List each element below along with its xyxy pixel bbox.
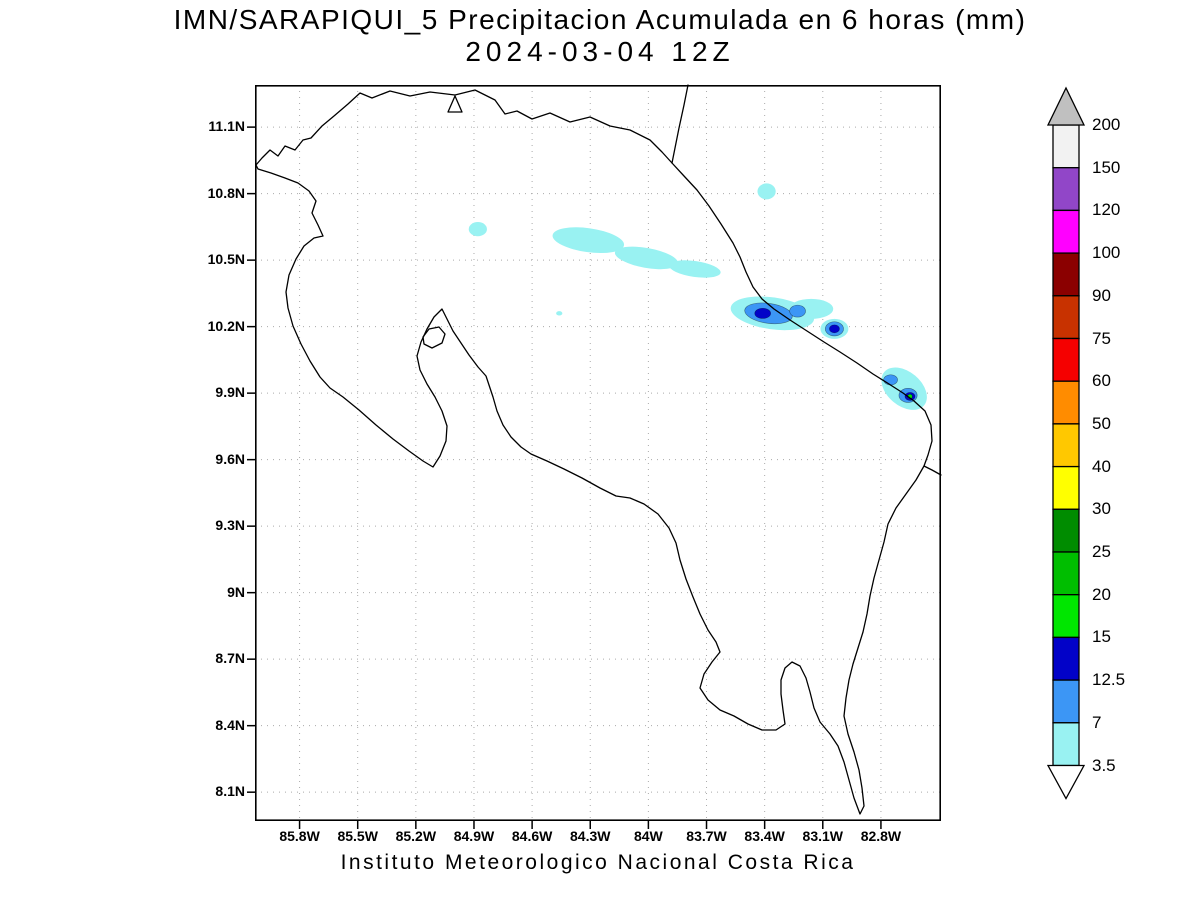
plot-subtitle: 2024-03-04 12Z bbox=[465, 36, 735, 67]
precip-area-7mm bbox=[789, 304, 806, 318]
precip-area-12.5mm bbox=[829, 324, 840, 334]
isla-chira-outline bbox=[422, 326, 446, 349]
colorbar-band bbox=[1052, 295, 1080, 340]
colorbar-band bbox=[1052, 551, 1080, 596]
colorbar-tick-label: 200 bbox=[1092, 115, 1121, 134]
colorbar-band bbox=[1052, 337, 1080, 382]
colorbar-tick-label: 30 bbox=[1092, 499, 1111, 519]
lon-tick-label: 83.7W bbox=[686, 828, 727, 844]
lon-tick-label: 84.9W bbox=[453, 828, 495, 844]
colorbar-band bbox=[1052, 465, 1080, 510]
lon-tick-label: 85.2W bbox=[395, 828, 437, 844]
lat-tick-label: 10.8N bbox=[207, 184, 245, 201]
colorbar-tick-label: 20 bbox=[1092, 584, 1111, 604]
panama-caribbean-coast bbox=[923, 465, 942, 476]
colorbar-tick-label: 40 bbox=[1092, 456, 1111, 476]
lon-tick-label: 83.1W bbox=[802, 828, 844, 844]
axis-ticks bbox=[247, 126, 882, 829]
colorbar-tick-label: 120 bbox=[1092, 200, 1121, 220]
lat-tick-label: 9.9N bbox=[215, 384, 245, 401]
colorbar-tick-label: 12.5 bbox=[1092, 670, 1126, 690]
lon-tick-label: 84.6W bbox=[511, 828, 553, 844]
lat-tick-label: 9N bbox=[227, 583, 245, 600]
colorbar-tick-label: 100 bbox=[1092, 243, 1121, 263]
lon-tick-label: 85.8W bbox=[279, 828, 320, 844]
precip-area-3.5mm bbox=[556, 311, 563, 316]
lon-tick-label: 85.5W bbox=[337, 828, 378, 844]
lat-tick-label: 9.3N bbox=[215, 517, 245, 534]
coastlines bbox=[255, 84, 942, 815]
lat-tick-label: 8.4N bbox=[215, 716, 245, 733]
colorbar-arrow-above-max bbox=[1046, 86, 1086, 126]
lake-island-outline bbox=[447, 95, 463, 113]
colorbar-tick-label: 150 bbox=[1092, 157, 1121, 177]
colorbar-tick-label: 75 bbox=[1092, 328, 1111, 348]
colorbar-band bbox=[1052, 722, 1080, 767]
colorbar bbox=[1046, 86, 1086, 800]
colorbar-band bbox=[1052, 124, 1080, 169]
precip-area-3.5mm bbox=[614, 246, 678, 270]
colorbar-band bbox=[1052, 594, 1080, 639]
colorbar-tick-label: 7 bbox=[1092, 712, 1102, 732]
colorbar-band bbox=[1052, 423, 1080, 468]
colorbar-band bbox=[1052, 636, 1080, 681]
precip-area-3.5mm bbox=[669, 260, 721, 278]
plot-title: IMN/SARAPIQUI_5 Precipitacion Acumulada … bbox=[173, 4, 1027, 35]
lon-tick-label: 82.8W bbox=[860, 828, 902, 844]
colorbar-arrow-below-min bbox=[1046, 764, 1086, 800]
precip-area-12.5mm bbox=[754, 307, 771, 319]
precip-area-3.5mm bbox=[757, 183, 776, 200]
lat-tick-label: 8.1N bbox=[215, 783, 245, 800]
lat-tick-label: 9.6N bbox=[215, 450, 245, 467]
precip-area-3.5mm bbox=[468, 222, 487, 237]
lat-tick-label: 10.2N bbox=[207, 317, 245, 334]
precipitation-map bbox=[247, 84, 942, 829]
colorbar-band bbox=[1052, 679, 1080, 724]
lat-tick-label: 11.1N bbox=[208, 118, 245, 135]
lat-tick-label: 10.5N bbox=[207, 251, 245, 268]
colorbar-band bbox=[1052, 380, 1080, 425]
precip-area-7mm bbox=[883, 374, 898, 386]
nicaragua-caribbean-coast bbox=[671, 84, 689, 164]
costa-rica-outline bbox=[255, 89, 933, 815]
colorbar-tick-label: 15 bbox=[1092, 627, 1111, 647]
colorbar-tick-label: 3.5 bbox=[1092, 755, 1116, 775]
map-frame bbox=[255, 85, 942, 822]
colorbar-tick-label: 60 bbox=[1092, 371, 1111, 391]
lon-tick-label: 83.4W bbox=[744, 828, 785, 844]
colorbar-band bbox=[1052, 167, 1080, 212]
colorbar-tick-label: 25 bbox=[1092, 542, 1111, 561]
colorbar-tick-label: 50 bbox=[1092, 413, 1111, 433]
colorbar-band bbox=[1052, 508, 1080, 553]
colorbar-band bbox=[1052, 209, 1080, 254]
colorbar-tick-label: 90 bbox=[1092, 285, 1111, 305]
lon-tick-label: 84.3W bbox=[570, 828, 611, 844]
source-caption: Instituto Meteorologico Nacional Costa R… bbox=[340, 851, 856, 874]
lon-tick-label: 84W bbox=[633, 828, 663, 844]
lat-tick-label: 8.7N bbox=[215, 650, 245, 667]
precipitation-contours bbox=[468, 183, 927, 410]
precip-area-3.5mm bbox=[552, 227, 625, 254]
grid bbox=[255, 85, 941, 821]
colorbar-band bbox=[1052, 252, 1080, 297]
